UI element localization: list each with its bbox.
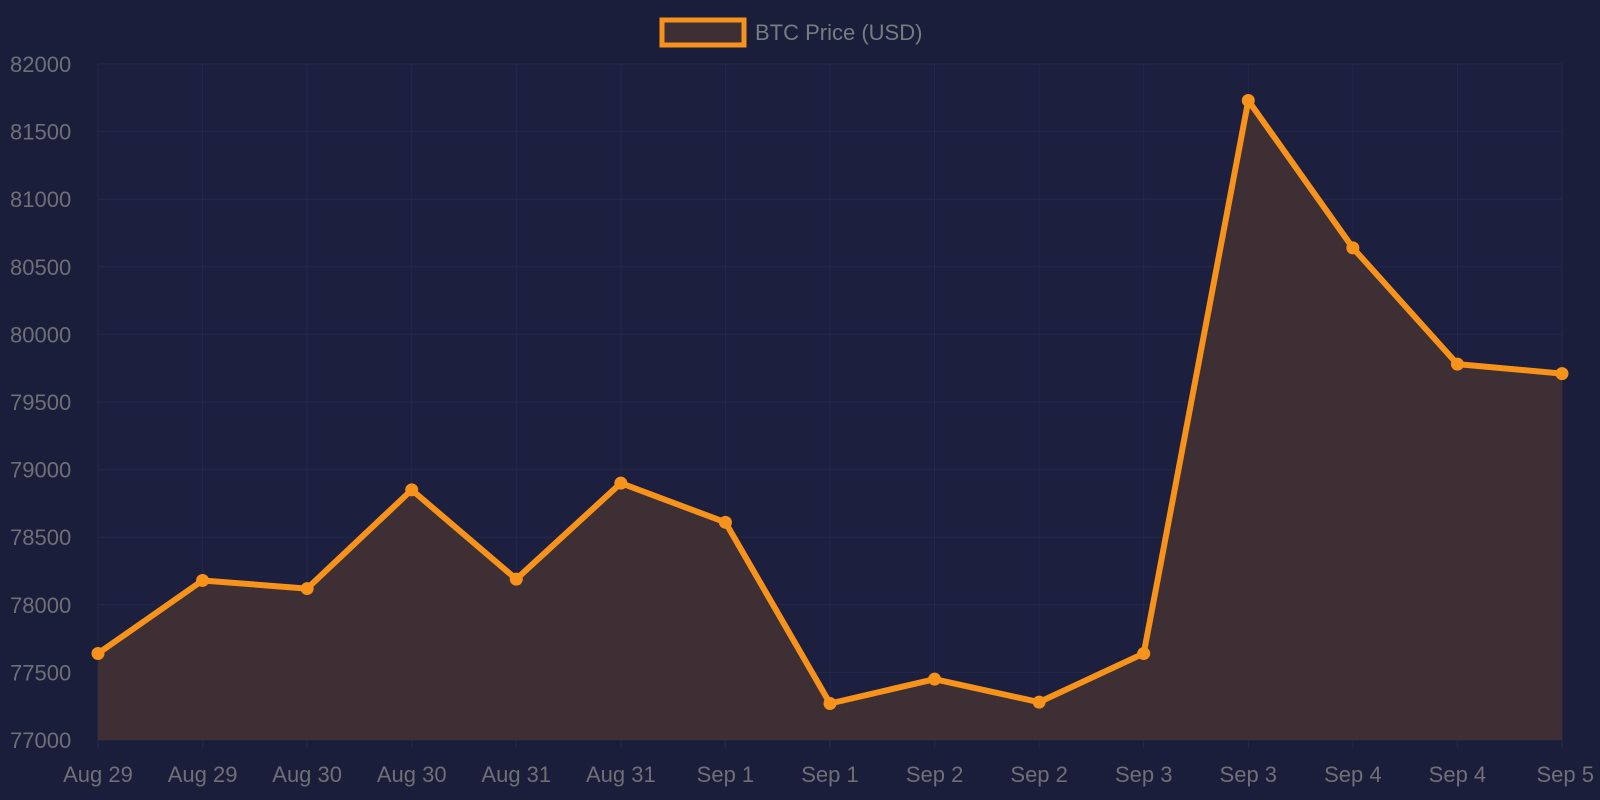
y-tick-label: 78000 — [10, 593, 71, 618]
y-tick-label: 79000 — [10, 458, 71, 483]
x-tick-label: Sep 5 — [1537, 762, 1595, 787]
data-point[interactable] — [1346, 241, 1360, 255]
data-point[interactable] — [405, 483, 419, 497]
x-tick-label: Sep 4 — [1324, 762, 1382, 787]
data-point[interactable] — [196, 573, 210, 587]
x-tick-label: Aug 29 — [63, 762, 133, 787]
data-point[interactable] — [1241, 94, 1255, 108]
x-tick-label: Aug 30 — [272, 762, 342, 787]
x-tick-label: Aug 29 — [168, 762, 238, 787]
x-tick-label: Aug 31 — [481, 762, 551, 787]
y-axis: 77000 77500 78000 78500 79000 79500 80000 80500… — [10, 52, 71, 753]
x-axis: Aug 29 Aug 29 Aug 30 Aug 30 Aug 31 Aug 31 Sep … — [63, 762, 1594, 787]
y-tick-label: 77000 — [10, 728, 71, 753]
legend-label[interactable]: BTC Price (USD) — [755, 20, 922, 45]
data-point[interactable] — [300, 582, 314, 596]
data-point[interactable] — [823, 696, 837, 710]
legend-swatch[interactable] — [659, 17, 747, 48]
x-tick-label: Sep 3 — [1115, 762, 1173, 787]
legend[interactable]: BTC Price (USD) — [659, 17, 922, 48]
x-tick-label: Sep 2 — [906, 762, 964, 787]
data-point[interactable] — [1032, 695, 1046, 709]
y-tick-label: 77500 — [10, 660, 71, 685]
data-point[interactable] — [1555, 367, 1569, 381]
y-tick-label: 81500 — [10, 120, 71, 145]
y-tick-label: 78500 — [10, 525, 71, 550]
x-tick-label: Sep 1 — [697, 762, 755, 787]
data-point[interactable] — [614, 476, 628, 490]
y-tick-label: 80500 — [10, 255, 71, 280]
x-tick-label: Sep 1 — [801, 762, 859, 787]
data-point[interactable] — [928, 672, 942, 686]
data-point[interactable] — [509, 572, 523, 586]
y-tick-label: 82000 — [10, 52, 71, 77]
x-tick-label: Sep 4 — [1429, 762, 1487, 787]
data-point[interactable] — [1450, 357, 1464, 371]
data-point[interactable] — [91, 646, 105, 660]
x-tick-label: Aug 31 — [586, 762, 656, 787]
data-points — [91, 94, 1569, 710]
data-point[interactable] — [718, 515, 732, 529]
x-tick-label: Sep 2 — [1010, 762, 1068, 787]
area-fill — [98, 100, 1562, 740]
y-tick-label: 80000 — [10, 322, 71, 347]
x-tick-label: Sep 3 — [1220, 762, 1278, 787]
data-point[interactable] — [1137, 646, 1151, 660]
y-tick-label: 79500 — [10, 390, 71, 415]
y-tick-label: 81000 — [10, 187, 71, 212]
x-tick-label: Aug 30 — [377, 762, 447, 787]
